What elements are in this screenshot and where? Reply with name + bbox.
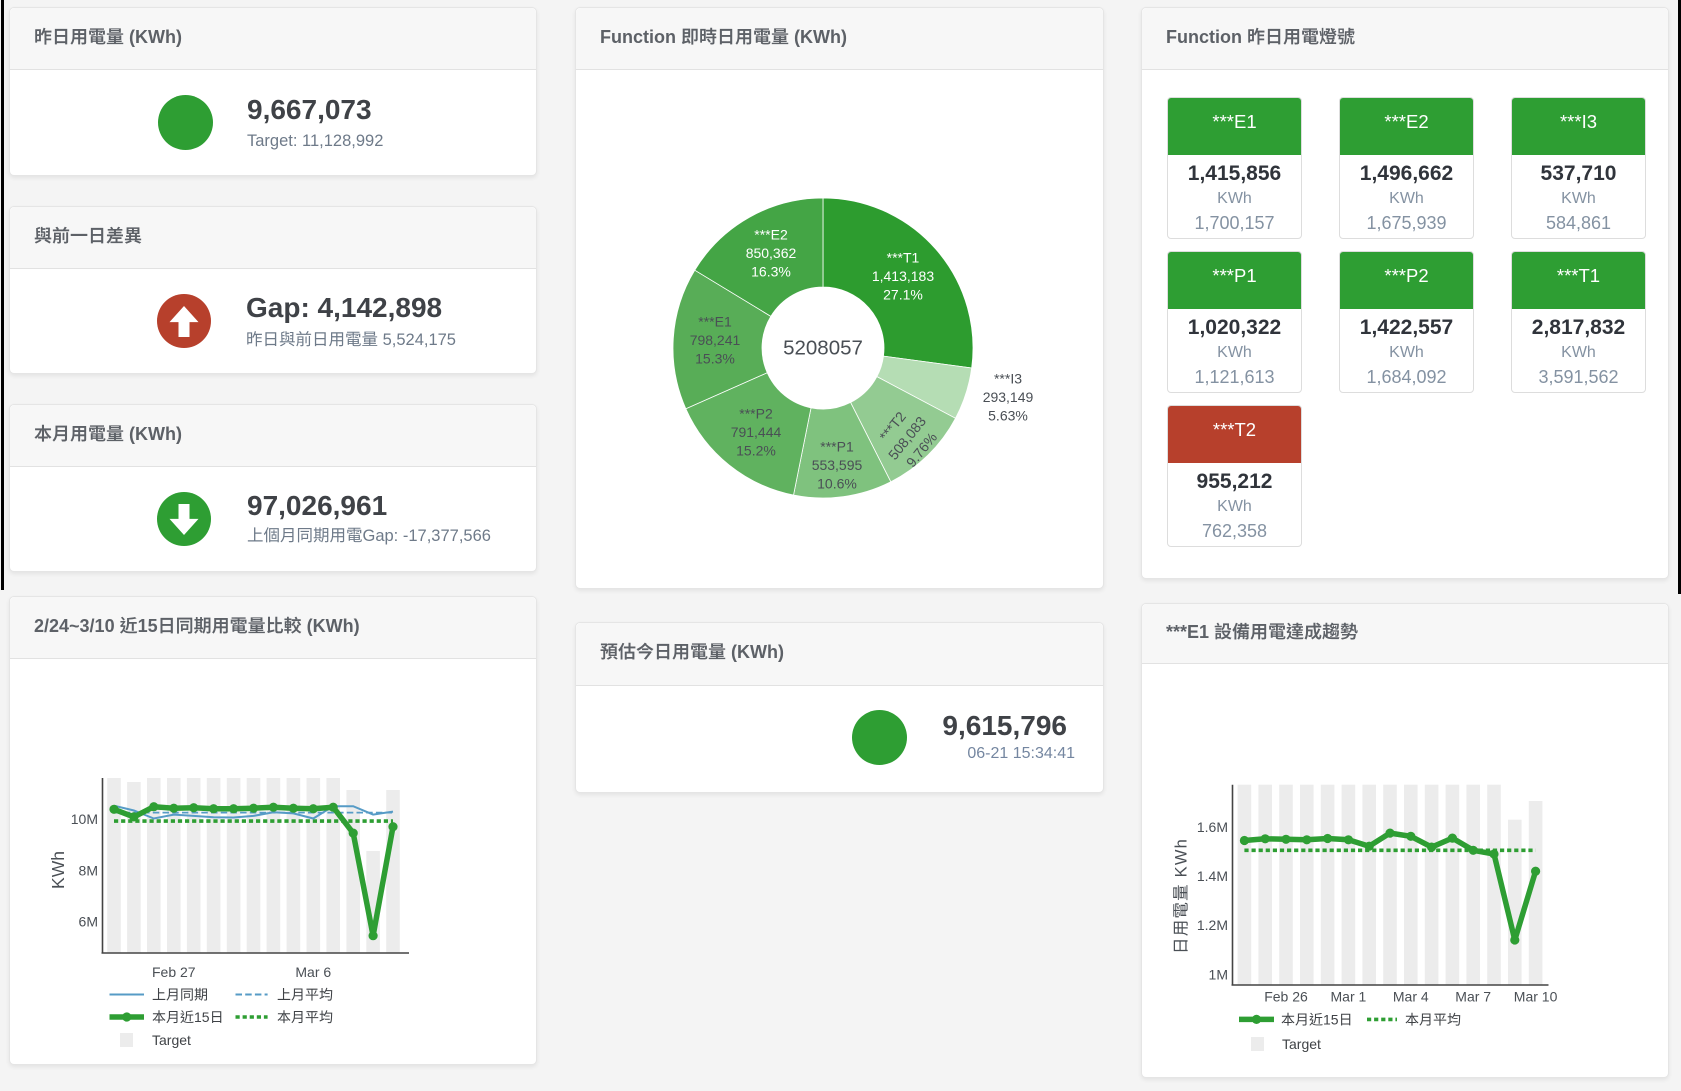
svg-text:27.1%: 27.1% [883, 287, 923, 303]
svg-text:850,362: 850,362 [746, 245, 797, 261]
svg-text:1.4M: 1.4M [1197, 868, 1228, 884]
svg-text:***E1: ***E1 [698, 313, 732, 329]
svg-text:本月平均: 本月平均 [1405, 1011, 1461, 1027]
svg-text:Mar 7: Mar 7 [1455, 988, 1491, 1004]
svg-text:791,444: 791,444 [731, 424, 782, 440]
svg-text:KWh: KWh [48, 851, 68, 889]
svg-text:Feb 27: Feb 27 [152, 964, 196, 980]
svg-text:8M: 8M [79, 862, 98, 878]
svg-text:Mar 10: Mar 10 [1514, 988, 1558, 1004]
svg-text:***E2: ***E2 [754, 226, 788, 242]
svg-text:16.3%: 16.3% [751, 264, 791, 280]
svg-text:Mar 4: Mar 4 [1393, 988, 1429, 1004]
svg-text:上月平均: 上月平均 [277, 987, 333, 1003]
svg-text:293,149: 293,149 [983, 389, 1034, 405]
svg-text:5.63%: 5.63% [988, 408, 1028, 424]
svg-text:日用電量 KWh: 日用電量 KWh [1173, 838, 1191, 954]
svg-text:***T1: ***T1 [887, 249, 920, 265]
svg-text:6M: 6M [79, 914, 98, 930]
svg-text:***P1: ***P1 [820, 438, 854, 454]
svg-text:本月平均: 本月平均 [277, 1009, 333, 1025]
svg-text:1M: 1M [1209, 966, 1228, 982]
svg-text:1,413,183: 1,413,183 [872, 268, 934, 284]
svg-text:***I3: ***I3 [994, 370, 1022, 386]
svg-text:***P2: ***P2 [739, 405, 773, 421]
svg-text:Mar 1: Mar 1 [1331, 988, 1367, 1004]
svg-text:1.2M: 1.2M [1197, 917, 1228, 933]
svg-text:Target: Target [1282, 1036, 1321, 1052]
svg-text:本月近15日: 本月近15日 [1281, 1011, 1353, 1027]
svg-text:10M: 10M [71, 811, 98, 827]
svg-text:上月同期: 上月同期 [152, 987, 208, 1003]
svg-text:15.3%: 15.3% [695, 351, 735, 367]
svg-text:1.6M: 1.6M [1197, 819, 1228, 835]
svg-text:798,241: 798,241 [690, 332, 741, 348]
svg-text:Mar 6: Mar 6 [295, 964, 331, 980]
svg-text:Target: Target [152, 1032, 191, 1048]
svg-text:15.2%: 15.2% [736, 443, 776, 459]
svg-text:5208057: 5208057 [783, 337, 863, 360]
svg-text:本月近15日: 本月近15日 [152, 1009, 224, 1025]
svg-text:10.6%: 10.6% [817, 476, 857, 492]
svg-text:Feb 26: Feb 26 [1264, 988, 1308, 1004]
svg-text:553,595: 553,595 [812, 457, 863, 473]
